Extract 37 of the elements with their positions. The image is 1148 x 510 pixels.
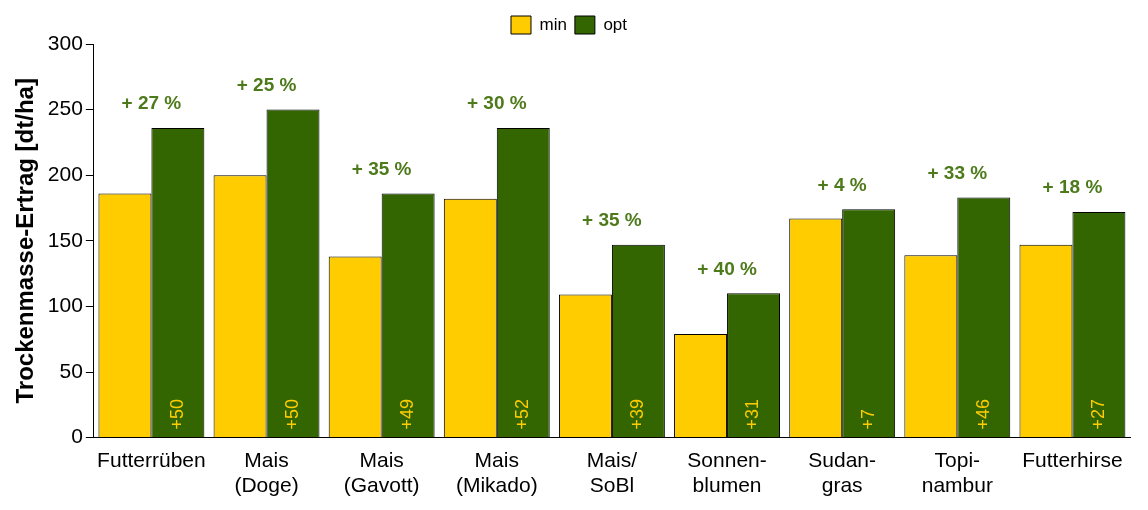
x-tick-label: Mais (Gavott) [343,448,420,497]
y-tick-label: 300 [47,30,83,54]
x-tick-label: Topi- nambur [921,448,993,497]
x-tick-label: Mais (Doge) [234,448,299,497]
annotation: + 4 % [817,173,867,195]
annotation: +50 [166,399,187,430]
y-tick-label: 250 [47,96,83,120]
y-axis-title: Trockenmasse-Ertrag [dt/ha] [11,78,39,404]
y-tick-label: 0 [71,424,83,448]
x-tick-label: Mais (Mikado) [455,448,538,497]
annotation: +52 [512,399,533,430]
x-tick-label: Futterrüben [97,448,206,471]
annotation: + 40 % [697,257,757,279]
annotation: + 27 % [121,92,182,114]
annotation: +50 [281,399,302,430]
annotation: + 18 % [1042,176,1103,198]
annotation: + 35 % [351,157,412,179]
annotation: + 33 % [927,161,988,183]
annotation: +7 [857,409,878,430]
y-tick-label: 200 [47,162,83,185]
annotation: +46 [972,399,993,430]
x-tick-label: Sudan- gras [808,448,877,497]
annotation: + 25 % [236,73,297,95]
x-tick-label: Futterhirse [1022,448,1123,471]
annotation: +39 [627,399,648,430]
y-tick-label: 100 [47,293,83,317]
annotation: +27 [1087,399,1108,430]
y-tick-label: 150 [47,227,83,251]
annotation: + 30 % [466,92,527,114]
legend-label: min [539,14,567,34]
x-tick-label: Sonnen- blumen [687,448,767,497]
annotation: +31 [742,399,763,430]
y-tick-label: 50 [59,358,83,382]
legend-label: opt [603,14,628,34]
annotation: +49 [397,399,418,430]
x-tick-label: Mais/ SoBl [586,448,638,497]
annotation: + 35 % [582,208,642,230]
